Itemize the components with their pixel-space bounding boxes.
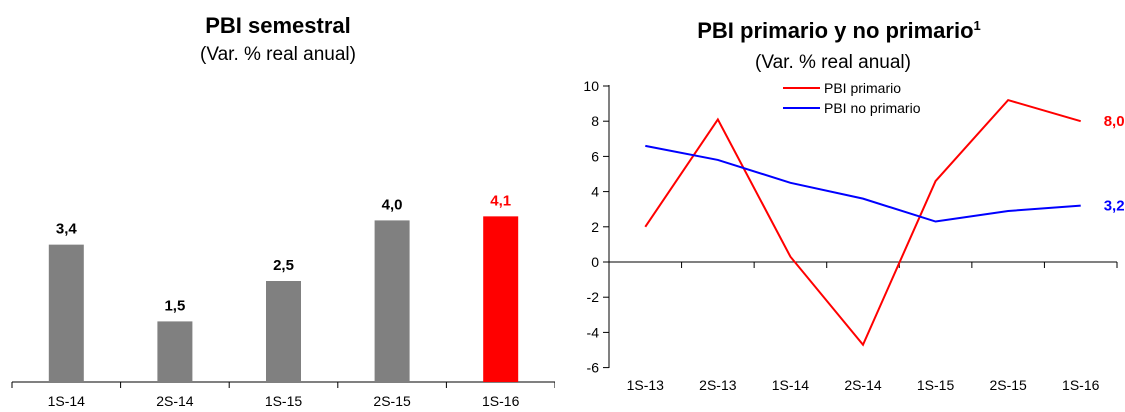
y-tick-label: 6	[591, 148, 599, 164]
bar-1S-14	[48, 244, 84, 382]
y-tick-label: -6	[587, 360, 600, 376]
line-chart-title: PBI primario y no primario1	[697, 18, 981, 43]
x-category-label: 2S-15	[989, 377, 1027, 393]
x-category-label: 1S-14	[772, 377, 810, 393]
legend-label: PBI primario	[824, 80, 901, 96]
x-category-label: 1S-15	[917, 377, 955, 393]
x-category-label: 2S-14	[844, 377, 882, 393]
y-tick-label: 10	[583, 78, 599, 94]
bar-value-label: 4,0	[382, 196, 403, 213]
series-end-label: 8,0	[1104, 113, 1125, 130]
line-chart-pbi-primario: PBI primario y no primario1 (Var. % real…	[583, 18, 1125, 393]
y-tick-label: 2	[591, 219, 599, 235]
bar-chart-title: PBI semestral	[205, 13, 351, 38]
bar-value-label: 1,5	[164, 297, 185, 314]
y-tick-label: 4	[591, 184, 599, 200]
bar-category-label: 1S-15	[265, 393, 303, 409]
bar-2S-15	[374, 220, 410, 382]
bar-chart-subtitle: (Var. % real anual)	[200, 44, 356, 65]
bar-category-label: 2S-14	[156, 393, 194, 409]
bar-1S-16	[483, 216, 519, 382]
y-tick-label: -4	[587, 324, 600, 340]
line-chart-title-superscript: 1	[974, 18, 981, 33]
bar-category-label: 2S-15	[373, 393, 411, 409]
y-tick-label: 0	[591, 254, 599, 270]
x-category-label: 1S-16	[1062, 377, 1100, 393]
y-tick-label: -2	[587, 289, 600, 305]
bar-category-label: 1S-14	[48, 393, 86, 409]
series-end-label: 3,2	[1104, 198, 1125, 215]
bar-value-label: 2,5	[273, 257, 294, 274]
bar-chart-pbi-semestral: PBI semestral (Var. % real anual) 3,4 1,5…	[11, 13, 555, 409]
bar-2S-14	[157, 321, 193, 382]
bar-1S-15	[266, 281, 301, 382]
bar-value-label: 4,1	[490, 192, 511, 209]
series-line-1	[645, 144, 1081, 223]
x-category-label: 2S-13	[699, 377, 737, 393]
legend-label: PBI no primario	[824, 100, 921, 116]
bar-category-label: 1S-16	[482, 393, 520, 409]
y-tick-label: 8	[591, 113, 599, 129]
line-chart-subtitle: (Var. % real anual)	[755, 52, 911, 73]
series-line-0	[644, 98, 1081, 347]
bar-value-label: 3,4	[56, 221, 78, 238]
x-category-label: 1S-13	[627, 377, 665, 393]
